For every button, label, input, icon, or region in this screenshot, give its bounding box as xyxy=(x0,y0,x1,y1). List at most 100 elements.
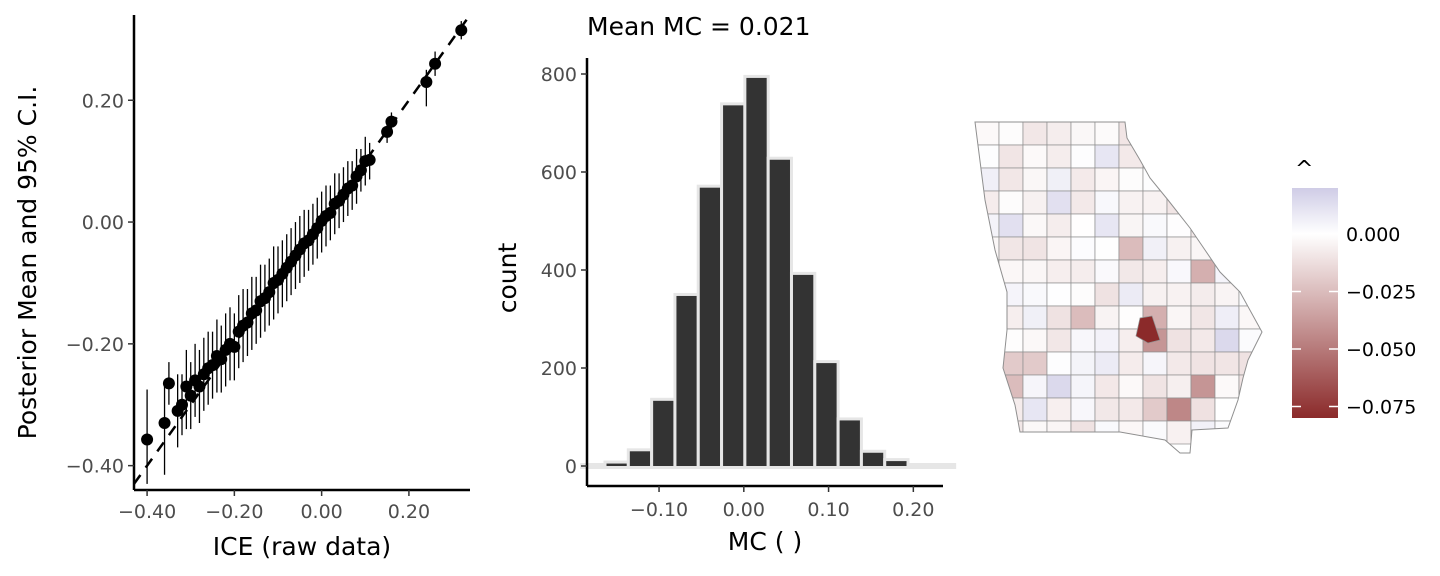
county xyxy=(1046,351,1072,376)
histogram-bar xyxy=(906,463,933,469)
county xyxy=(1142,213,1168,238)
county xyxy=(1118,167,1144,192)
histogram-bar xyxy=(859,449,887,469)
county xyxy=(998,259,1024,284)
county xyxy=(1118,374,1144,399)
histogram-ticks: −0.10 0.00 0.10 0.20 0 200 400 600 800 xyxy=(541,64,935,521)
county-min-value xyxy=(1135,315,1161,344)
y-tick-label: 400 xyxy=(541,260,577,282)
county xyxy=(1022,282,1048,307)
county xyxy=(1070,259,1096,284)
histogram-bar xyxy=(626,448,654,469)
county xyxy=(1166,167,1192,192)
county xyxy=(1214,351,1240,376)
data-point xyxy=(346,179,359,192)
county xyxy=(1214,236,1240,261)
y-tick-label: 800 xyxy=(541,64,577,86)
county xyxy=(975,167,1000,192)
county xyxy=(1094,282,1120,307)
county xyxy=(975,374,1000,399)
county xyxy=(975,213,1000,238)
county xyxy=(1094,167,1120,192)
data-point xyxy=(206,359,219,372)
county xyxy=(1070,213,1096,238)
county xyxy=(1142,236,1168,261)
county xyxy=(1238,282,1262,307)
county xyxy=(1118,144,1144,169)
county xyxy=(1238,397,1262,422)
y-tick-label: 0.20 xyxy=(82,90,124,112)
county xyxy=(1094,122,1120,146)
histogram-bar xyxy=(720,102,747,470)
x-tick-label: 0.00 xyxy=(300,501,342,523)
county xyxy=(1214,213,1240,238)
county xyxy=(1166,259,1192,284)
data-point xyxy=(228,340,241,353)
data-point xyxy=(215,353,228,366)
y-tick-label: 0.00 xyxy=(82,212,124,234)
county xyxy=(1166,420,1192,445)
legend-colorbar xyxy=(1292,188,1338,418)
county xyxy=(998,328,1024,353)
county xyxy=(1190,213,1216,238)
map-panel: ^ 0.000 −0.025 −0.050 −0.075 xyxy=(974,121,1416,454)
county xyxy=(1214,328,1240,353)
y-tick-label: 600 xyxy=(541,162,577,184)
x-tick-label: 0.00 xyxy=(723,499,765,521)
county xyxy=(1238,259,1262,284)
county xyxy=(975,397,1000,422)
histogram-bar xyxy=(673,292,700,469)
y-tick-label: 200 xyxy=(541,358,577,380)
county xyxy=(1142,351,1168,376)
county xyxy=(1094,351,1120,376)
county xyxy=(1046,122,1072,146)
x-tick-label: −0.20 xyxy=(205,501,263,523)
county xyxy=(1238,190,1262,215)
county xyxy=(1046,397,1072,422)
county xyxy=(998,190,1024,215)
county xyxy=(1094,236,1120,261)
legend-tick-label: −0.050 xyxy=(1346,339,1416,361)
county xyxy=(1142,259,1168,284)
county xyxy=(1190,144,1216,169)
histogram-bar xyxy=(650,397,677,469)
county xyxy=(1094,397,1120,422)
county xyxy=(1070,236,1096,261)
histogram-title: Mean MC = 0.021 xyxy=(587,12,811,41)
county xyxy=(1022,328,1048,353)
county xyxy=(1166,374,1192,399)
legend-tick-label: −0.025 xyxy=(1346,282,1416,304)
county xyxy=(1094,144,1120,169)
county xyxy=(1190,397,1216,422)
county xyxy=(1070,282,1096,307)
county xyxy=(1046,374,1072,399)
county xyxy=(1094,328,1120,353)
county xyxy=(998,282,1024,307)
county xyxy=(1190,351,1216,376)
county xyxy=(1070,122,1096,146)
county xyxy=(1094,213,1120,238)
county xyxy=(1190,328,1216,353)
county xyxy=(975,236,1000,261)
county xyxy=(1070,351,1096,376)
county xyxy=(1046,144,1072,169)
county xyxy=(975,122,1000,146)
county xyxy=(1118,190,1144,215)
georgia-state-outline xyxy=(974,121,1263,454)
county xyxy=(1022,122,1048,146)
histogram-x-axis-title: MC ( ) xyxy=(728,527,802,556)
county xyxy=(1190,420,1216,445)
county xyxy=(1166,328,1192,353)
county xyxy=(975,259,1000,284)
data-point xyxy=(141,433,154,446)
county xyxy=(1214,374,1240,399)
scatter-panel: −0.40 −0.20 0.00 0.20 −0.40 −0.20 0.00 0.20 ICE… xyxy=(13,14,472,561)
county xyxy=(1238,351,1262,376)
county xyxy=(1190,236,1216,261)
county xyxy=(1022,236,1048,261)
county xyxy=(998,144,1024,169)
county xyxy=(1070,328,1096,353)
county xyxy=(1190,259,1216,284)
county xyxy=(1118,213,1144,238)
